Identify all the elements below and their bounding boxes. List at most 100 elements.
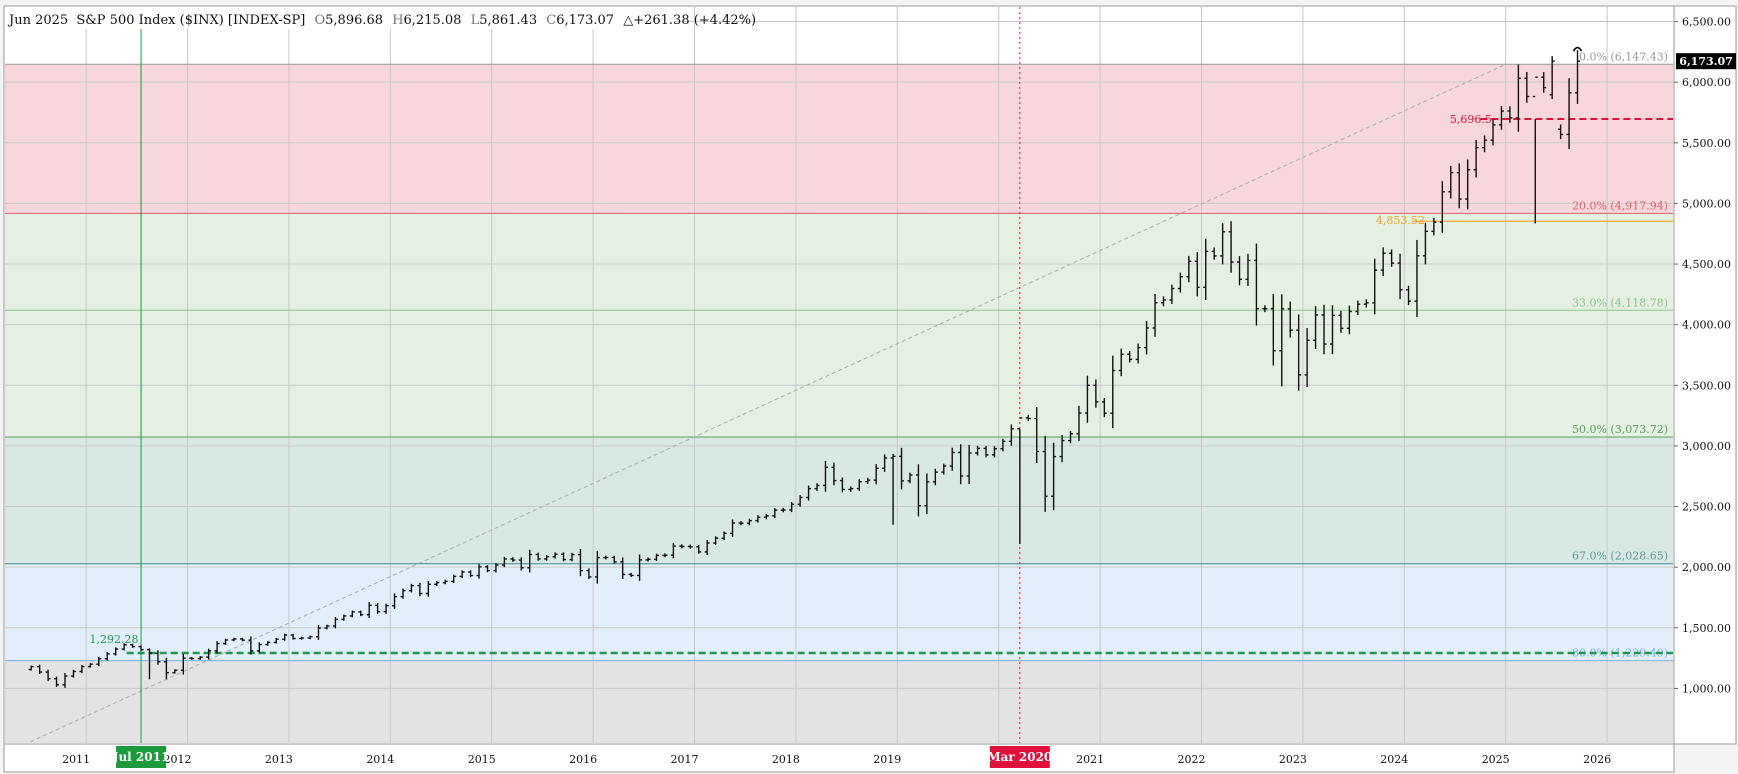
ohlc-bar (1313, 306, 1319, 350)
ohlc-bar (1439, 181, 1445, 233)
y-tick-label: 6,000.00 (1682, 76, 1731, 89)
y-tick-label: 3,000.00 (1682, 440, 1731, 453)
ohlc-bar (341, 614, 347, 621)
ohlc-bar (113, 647, 119, 656)
orange-price-label: 4,853.52 (1376, 214, 1425, 227)
x-tick-label: 2016 (569, 753, 597, 766)
ohlc-bar (408, 583, 414, 593)
ohlc-bar (180, 653, 186, 675)
fib-zone-1 (5, 213, 1673, 437)
ohlc-bar (366, 601, 372, 619)
change-value: △+261.38 (+4.42%) (623, 13, 756, 28)
ohlc-bar (518, 557, 524, 571)
ohlc-bar (1059, 434, 1065, 463)
fib-label-33: 33.0% (4,118.78) (1572, 296, 1668, 309)
mar-2020-tag (989, 746, 1050, 768)
ohlc-bar (789, 502, 795, 513)
ohlc-bar (332, 616, 338, 629)
ohlc-bar (865, 477, 871, 485)
ohlc-bar (1532, 76, 1538, 224)
ohlc-bar (603, 555, 609, 560)
ohlc-bar (1228, 221, 1234, 273)
ohlc-bar (476, 563, 482, 579)
ohlc-bar (223, 638, 229, 645)
open-label: O (314, 13, 325, 28)
ohlc-bar (1346, 305, 1352, 335)
ohlc-bar (721, 531, 727, 541)
y-axis-panel (1673, 5, 1737, 745)
ohlc-bar (1473, 139, 1479, 178)
ohlc-bar (155, 650, 161, 665)
ohlc-bar (400, 588, 406, 599)
ohlc-bar (679, 544, 685, 549)
ohlc-bar (1380, 247, 1386, 277)
ohlc-bar (434, 581, 440, 586)
ohlc-bar (1575, 50, 1581, 104)
ohlc-bar (696, 545, 702, 554)
ohlc-bar (1262, 305, 1268, 313)
y-tick-label: 5,000.00 (1682, 197, 1731, 210)
ohlc-bar (653, 553, 659, 562)
ohlc-bar (958, 444, 964, 485)
ohlc-bar (1456, 163, 1462, 209)
ohlc-bar (1051, 442, 1057, 511)
ohlc-bar (552, 552, 558, 559)
x-tick-label: 2019 (873, 753, 901, 766)
ohlc-bar (501, 556, 507, 568)
ohlc-bar (1211, 247, 1217, 260)
fib-zone-0 (5, 64, 1673, 214)
ohlc-bar (493, 563, 499, 573)
fib-label-80: 80.0% (1,229.49) (1572, 647, 1668, 660)
ohlc-bar (586, 568, 592, 580)
ohlc-bar (907, 472, 913, 484)
ohlc-bar (1414, 239, 1420, 318)
low-label: L (471, 13, 480, 28)
fib-label-20: 20.0% (4,917.94) (1572, 199, 1668, 212)
header-bg (5, 7, 675, 29)
ohlc-bar (28, 665, 34, 671)
ohlc-bar (1017, 417, 1023, 545)
ohlc-bar (451, 574, 457, 584)
ohlc-bar (662, 553, 668, 558)
ohlc-bar (527, 549, 533, 573)
ohlc-bar (79, 664, 85, 674)
ohlc-bar (772, 508, 778, 518)
ohlc-bar (1177, 272, 1183, 293)
ohlc-bar (831, 462, 837, 486)
ohlc-bar (975, 445, 981, 456)
ohlc-bar (282, 633, 288, 641)
low-value: 5,861.43 (479, 13, 537, 28)
y-axis-ticks: 1,000.00 1,500.00 2,000.00 2,500.00 3,000.00… (1674, 16, 1731, 695)
ohlc-bar (87, 663, 93, 668)
header-symbol: S&P 500 Index ($INX) [INDEX-SP] (76, 13, 305, 28)
ohlc-bar (806, 485, 812, 501)
y-tick-label: 6,500.00 (1682, 16, 1731, 29)
close-label: C (546, 13, 556, 28)
mar-2020-tag-label: Mar 2020 (987, 750, 1052, 764)
ohlc-bar (730, 519, 736, 537)
ohlc-bar (983, 445, 989, 458)
support-price-label: 1,292.28 (90, 633, 139, 646)
ohlc-bar (1566, 78, 1572, 149)
x-tick-label: 2024 (1380, 753, 1408, 766)
y-tick-label: 2,500.00 (1682, 501, 1731, 514)
fib-zone-3 (5, 563, 1673, 661)
ohlc-bar (1110, 355, 1116, 429)
ohlc-bar (163, 657, 169, 680)
ohlc-bar (197, 656, 203, 660)
ohlc-bar (468, 570, 474, 578)
ohlc-bar (645, 557, 651, 562)
ohlc-bar (924, 473, 930, 515)
ohlc-bar (1152, 293, 1158, 337)
ohlc-bar (1490, 119, 1496, 146)
ohlc-bar (290, 633, 296, 640)
ohlc-bar (1076, 405, 1082, 442)
ohlc-bar (856, 479, 862, 492)
ohlc-bar (1135, 343, 1141, 364)
ohlc-bar (704, 539, 710, 556)
ohlc-bar (54, 676, 60, 687)
ohlc-bar (1253, 243, 1259, 326)
ohlc-bar (713, 536, 719, 545)
y-tick-label: 1,500.00 (1682, 622, 1731, 635)
y-tick-label: 2,000.00 (1682, 561, 1731, 574)
